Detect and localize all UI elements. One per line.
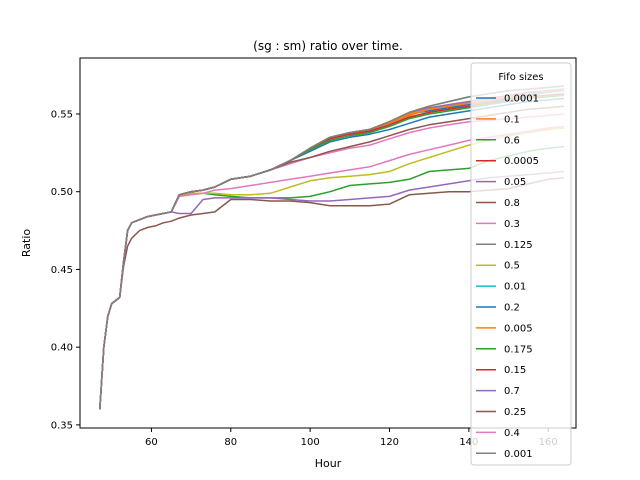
y-tick-label: 0.45 [51, 265, 73, 276]
legend-label: 0.0001 [504, 94, 539, 105]
y-tick-label: 0.50 [51, 187, 73, 198]
legend-label: 0.25 [504, 407, 526, 418]
plot-frame [79, 57, 577, 429]
x-tick-label: 80 [224, 437, 237, 448]
legend-label: 0.3 [504, 219, 520, 230]
legend-label: 0.01 [504, 282, 526, 293]
series-lines [99, 85, 565, 410]
legend-label: 0.001 [504, 449, 533, 460]
legend-label: 0.0005 [504, 156, 539, 167]
legend-label: 0.1 [504, 114, 520, 125]
legend-label: 0.125 [504, 240, 533, 251]
legend-items: 0.0001 0.1 0.6 0.0005 0.05 0.8 0.3 0.125 0.5 0.01… [476, 94, 539, 460]
legend-label: 0.8 [504, 198, 520, 209]
x-tick-label: 100 [301, 437, 320, 448]
legend-label: 0.005 [504, 323, 533, 334]
legend-label: 0.175 [504, 344, 533, 355]
legend-label: 0.6 [504, 135, 520, 146]
legend-label: 0.7 [504, 386, 520, 397]
y-axis-ticks: 0.35 0.40 0.45 0.50 0.55 [51, 109, 80, 431]
x-tick-label: 140 [459, 437, 478, 448]
chart-title: (sg : sm) ratio over time. [253, 39, 403, 53]
y-tick-label: 0.35 [51, 420, 73, 431]
y-tick-label: 0.40 [51, 343, 73, 354]
legend-label: 0.4 [504, 428, 520, 439]
legend-label: 0.5 [504, 261, 520, 272]
legend-title: Fifo sizes [498, 72, 543, 83]
x-tick-label: 120 [380, 437, 399, 448]
y-tick-label: 0.55 [51, 109, 73, 120]
legend: Fifo sizes 0.00010.10.60.00050.050.80.30… [470, 62, 572, 466]
series-line-0.8 [99, 176, 565, 410]
y-axis-label: Ratio [20, 229, 33, 258]
legend-label: 0.15 [504, 365, 526, 376]
legend-label: 0.05 [504, 177, 526, 188]
x-tick-label: 60 [145, 437, 158, 448]
x-axis-label: Hour [315, 457, 342, 470]
legend-box [470, 62, 572, 466]
legend-label: 0.2 [504, 303, 520, 314]
series-line-0.001 [99, 85, 565, 410]
